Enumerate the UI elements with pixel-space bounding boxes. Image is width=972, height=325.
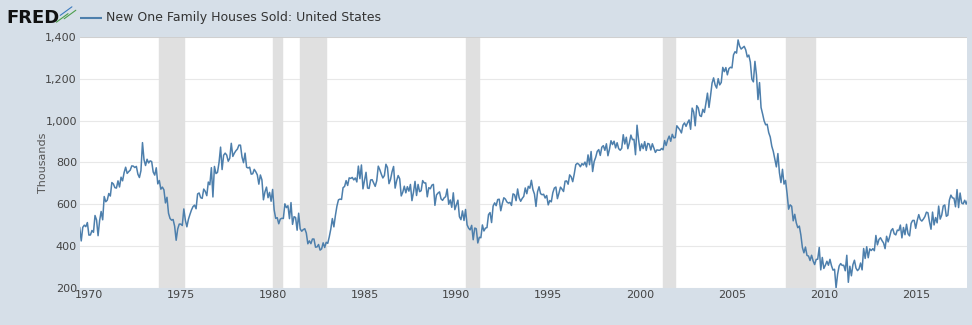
Bar bbox=[466, 37, 479, 288]
Bar bbox=[272, 37, 282, 288]
Text: New One Family Houses Sold: United States: New One Family Houses Sold: United State… bbox=[106, 11, 381, 24]
Text: FRED: FRED bbox=[7, 9, 60, 27]
Bar bbox=[300, 37, 327, 288]
Y-axis label: Thousands: Thousands bbox=[38, 132, 48, 193]
Bar bbox=[785, 37, 815, 288]
Bar bbox=[663, 37, 676, 288]
Bar bbox=[159, 37, 184, 288]
